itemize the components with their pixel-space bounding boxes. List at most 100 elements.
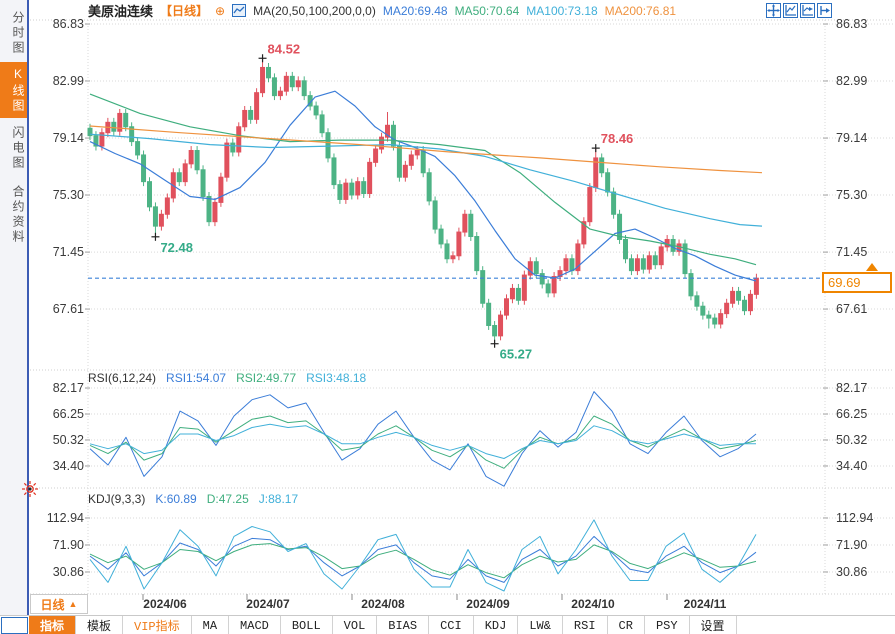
date-label: 2024/06 xyxy=(143,597,187,611)
period-label[interactable]: 【日线】 xyxy=(160,4,209,18)
candle-body-down xyxy=(396,145,402,178)
candle-body-down xyxy=(694,295,700,307)
price-axis-label-l: 75.30 xyxy=(52,187,84,202)
rsi1-value: RSI1:54.07 xyxy=(166,371,227,385)
toolbar-item-kdj[interactable]: KDJ xyxy=(474,616,519,634)
candle-body-up xyxy=(117,112,123,132)
candle-body-up xyxy=(182,163,188,183)
RSI-axis-label-r: 50.32 xyxy=(836,433,868,447)
candle-body-down xyxy=(628,258,634,272)
annotation-label: 65.27 xyxy=(500,347,533,362)
candle-body-down xyxy=(271,77,277,97)
toolbar-corner-box xyxy=(1,617,28,634)
zoom-axis-chart-icon[interactable] xyxy=(783,3,798,18)
candle-body-up xyxy=(295,80,301,88)
ma100-value: MA100:73.18 xyxy=(526,3,598,18)
date-label: 2024/07 xyxy=(246,597,290,611)
expand-icon[interactable]: ⊕ xyxy=(215,3,226,18)
triangle-up-icon: ▲ xyxy=(68,599,78,609)
candle-body-up xyxy=(218,176,224,203)
candle-body-down xyxy=(331,157,337,186)
candle-body-up xyxy=(658,246,664,266)
KDJ-axis-label-l: 71.90 xyxy=(52,538,84,552)
axis-chart-arrow-icon[interactable] xyxy=(800,3,815,18)
sidebar-tab-flash-chart[interactable]: 闪电图 xyxy=(11,125,25,171)
candle-body-up xyxy=(277,90,283,97)
RSI-axis-label-r: 34.40 xyxy=(836,458,868,473)
candle-body-up xyxy=(408,154,414,166)
candle-body-down xyxy=(141,154,147,183)
candle-body-up xyxy=(373,148,379,163)
candle-body-up xyxy=(551,276,557,294)
toolbar-item-bias[interactable]: BIAS xyxy=(377,616,430,634)
candle-body-up xyxy=(557,270,563,278)
toolbar-item-cr[interactable]: CR xyxy=(608,616,645,634)
toolbar-item-vol[interactable]: VOL xyxy=(333,616,378,634)
toolbar-item-rsi[interactable]: RSI xyxy=(563,616,608,634)
candle-body-down xyxy=(515,287,521,301)
date-label: 2024/08 xyxy=(361,597,405,611)
sidebar-tab-contract-info[interactable]: 合约资料 xyxy=(11,185,25,245)
sidebar-tab-time-chart[interactable]: 分时图 xyxy=(11,10,25,56)
candle-body-down xyxy=(129,126,135,143)
toolbar-item-cci[interactable]: CCI xyxy=(429,616,474,634)
RSI-axis-label-l: 34.40 xyxy=(52,458,84,473)
line-chart-icon[interactable] xyxy=(232,4,247,17)
candle-body-down xyxy=(700,305,706,316)
candle-body-down xyxy=(248,109,254,120)
price-axis-label-l: 79.14 xyxy=(52,131,84,146)
toolbar-item-boll[interactable]: BOLL xyxy=(281,616,333,634)
ma20-value: MA20:69.48 xyxy=(382,3,448,18)
jump-to-latest-icon[interactable] xyxy=(817,3,832,18)
toolbar-item-模板[interactable]: 模板 xyxy=(76,616,124,634)
ma200-value: MA200:76.81 xyxy=(604,3,677,18)
candle-body-down xyxy=(147,181,152,208)
toolbar-item-lw&[interactable]: LW& xyxy=(518,616,563,634)
candle-body-up xyxy=(521,274,527,301)
candle-body-down xyxy=(706,314,712,319)
annotation-label: 78.46 xyxy=(601,131,634,146)
candle-body-down xyxy=(325,132,331,159)
ma-formula: MA(20,50,100,200,0,0) xyxy=(253,3,376,18)
candle-body-down xyxy=(611,191,617,215)
candle-body-down xyxy=(688,273,694,297)
candle-body-down xyxy=(194,149,200,171)
candle-body-up xyxy=(188,149,194,165)
toolbar-item-指标[interactable]: 指标 xyxy=(29,616,77,634)
candle-body-up xyxy=(581,221,587,245)
sidebar: 分时图 K线图闪电图合约资料 xyxy=(0,0,29,634)
kdj-title: KDJ(9,3,3) xyxy=(88,492,146,506)
candle-body-up xyxy=(212,201,218,223)
candle-body-down xyxy=(390,124,396,147)
KDJ-axis-label-l: 30.86 xyxy=(52,565,84,579)
RSI-axis-label-r: 82.17 xyxy=(836,381,868,396)
sidebar-tab-kline-chart[interactable]: K线图 xyxy=(0,62,27,118)
candle-body-down xyxy=(349,182,355,196)
date-label: 2024/10 xyxy=(571,597,615,611)
candle-body-down xyxy=(617,213,623,240)
rsi-line-rsi1 xyxy=(89,391,757,487)
toolbar-item-ma[interactable]: MA xyxy=(192,616,230,634)
kdj-header: KDJ(9,3,3) K:60.89 D:47.25 J:88.17 xyxy=(88,492,298,506)
candle-body-up xyxy=(456,231,462,257)
candle-body-down xyxy=(742,299,747,312)
candle-body-down xyxy=(93,135,99,147)
alert-starburst-icon[interactable] xyxy=(22,481,38,500)
toolbar-item-vip指标[interactable]: VIP指标 xyxy=(123,616,192,634)
toolbar-item-macd[interactable]: MACD xyxy=(229,616,281,634)
RSI-axis-label-l: 50.32 xyxy=(52,433,84,447)
KDJ-axis-label-r: 71.90 xyxy=(836,538,868,552)
toolbar-item-psy[interactable]: PSY xyxy=(645,616,690,634)
candle-body-up xyxy=(718,313,724,325)
rsi-title: RSI(6,12,24) xyxy=(88,371,157,385)
period-selector-button[interactable]: 日线 ▲ xyxy=(30,594,88,614)
candle-body-down xyxy=(569,258,575,272)
candle-body-down xyxy=(432,200,438,230)
symbol-name: 美原油连续 xyxy=(88,4,154,19)
move-crosshair-icon[interactable] xyxy=(766,3,781,18)
price-axis-label-r: 82.99 xyxy=(836,73,868,88)
price-axis-label-l: 86.83 xyxy=(52,17,84,31)
candle-body-up xyxy=(242,109,248,128)
toolbar-item-设置[interactable]: 设置 xyxy=(690,616,737,634)
